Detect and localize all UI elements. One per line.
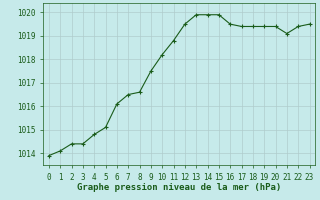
X-axis label: Graphe pression niveau de la mer (hPa): Graphe pression niveau de la mer (hPa) [77,183,281,192]
